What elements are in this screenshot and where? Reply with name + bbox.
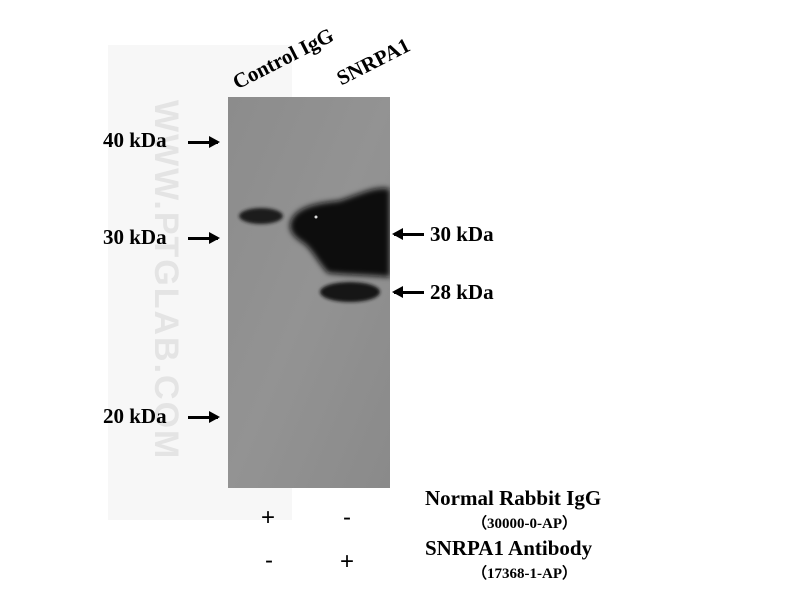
sign-antibody-lane2: + (340, 548, 355, 575)
legend-title-normal-rabbit-igg: Normal Rabbit IgG (425, 486, 602, 510)
sign-igg-lane1: + (261, 504, 276, 531)
marker-left-40kda: 40 kDa (103, 128, 167, 152)
legend-catalog-antibody: （17368-1-AP） (472, 566, 577, 582)
western-blot-image (228, 97, 390, 488)
marker-right-28kda: 28 kDa (430, 280, 494, 304)
arrow-right-20kda-icon (188, 411, 220, 423)
band-control-30kda (239, 208, 283, 224)
arrow-left-28kda-icon (392, 286, 424, 298)
marker-left-30kda: 30 kDa (103, 225, 167, 249)
arrow-right-40kda-icon (188, 136, 220, 148)
marker-right-30kda: 30 kDa (430, 222, 494, 246)
arrow-left-30kda-icon (392, 228, 424, 240)
blot-speckle (314, 215, 318, 219)
band-snrpa1-30kda (290, 188, 390, 277)
lane-label-snrpa1: SNRPA1 (332, 32, 414, 91)
band-snrpa1-28kda (320, 282, 380, 302)
sign-igg-lane2: - (343, 504, 351, 531)
legend-title-snrpa1-antibody: SNRPA1 Antibody (425, 536, 593, 560)
arrow-right-30kda-icon (188, 232, 220, 244)
legend-catalog-igg: （30000-0-AP） (472, 516, 577, 532)
marker-left-20kda: 20 kDa (103, 404, 167, 428)
sign-antibody-lane1: - (265, 547, 273, 574)
